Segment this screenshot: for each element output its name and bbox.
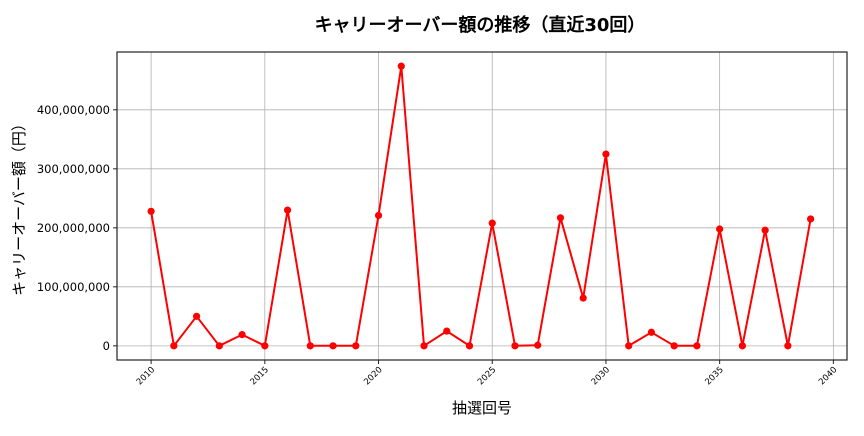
data-point [556, 214, 565, 222]
data-point [716, 225, 724, 233]
data-point [329, 342, 337, 350]
plot-area [147, 62, 815, 350]
data-point [784, 342, 792, 350]
data-point [738, 342, 746, 350]
data-point [488, 219, 496, 227]
y-tick-label: 300,000,000 [37, 162, 110, 176]
data-point [647, 328, 656, 336]
data-point [420, 342, 428, 350]
data-point [579, 294, 587, 302]
data-line [150, 65, 812, 347]
data-point [807, 215, 815, 223]
grid-lines [117, 52, 847, 360]
data-point [170, 342, 178, 350]
data-point [761, 226, 769, 234]
data-point [147, 207, 155, 215]
data-point [443, 327, 451, 335]
x-tick-label: 2040 [817, 365, 839, 387]
data-point [602, 150, 610, 158]
y-tick-label: 200,000,000 [37, 221, 110, 235]
data-point [511, 342, 519, 350]
data-point [261, 342, 269, 350]
x-tick-label: 2020 [362, 365, 384, 387]
y-axis-ticks: 0 100,000,000 200,000,000 300,000,000 400,00… [37, 103, 117, 353]
data-point [192, 312, 201, 320]
data-point [374, 211, 383, 220]
x-axis-label: 抽選回号 [452, 399, 512, 417]
y-tick-label: 100,000,000 [37, 280, 110, 294]
data-point [465, 342, 474, 350]
x-axis-ticks: 2010 2015 2020 2025 2030 2035 2040 [135, 360, 839, 387]
x-tick-label: 2010 [135, 365, 157, 387]
data-point [625, 342, 633, 350]
data-point [283, 206, 292, 214]
y-tick-label: 400,000,000 [37, 103, 110, 117]
data-point [670, 342, 678, 350]
data-point [306, 342, 314, 350]
x-tick-label: 2025 [476, 365, 498, 387]
data-point [397, 62, 405, 70]
x-tick-label: 2030 [590, 365, 612, 387]
data-point [352, 342, 360, 350]
x-tick-label: 2015 [249, 365, 271, 387]
data-point [215, 342, 223, 350]
x-tick-label: 2035 [703, 365, 725, 387]
axes-frame [116, 51, 848, 361]
y-tick-label: 0 [103, 339, 110, 353]
data-point [693, 342, 701, 350]
data-point [238, 331, 246, 339]
data-point [534, 341, 542, 349]
chart-title: キャリーオーバー額の推移（直近30回） [315, 14, 646, 36]
y-axis-label: キャリーオーバー額（円） [10, 116, 28, 296]
